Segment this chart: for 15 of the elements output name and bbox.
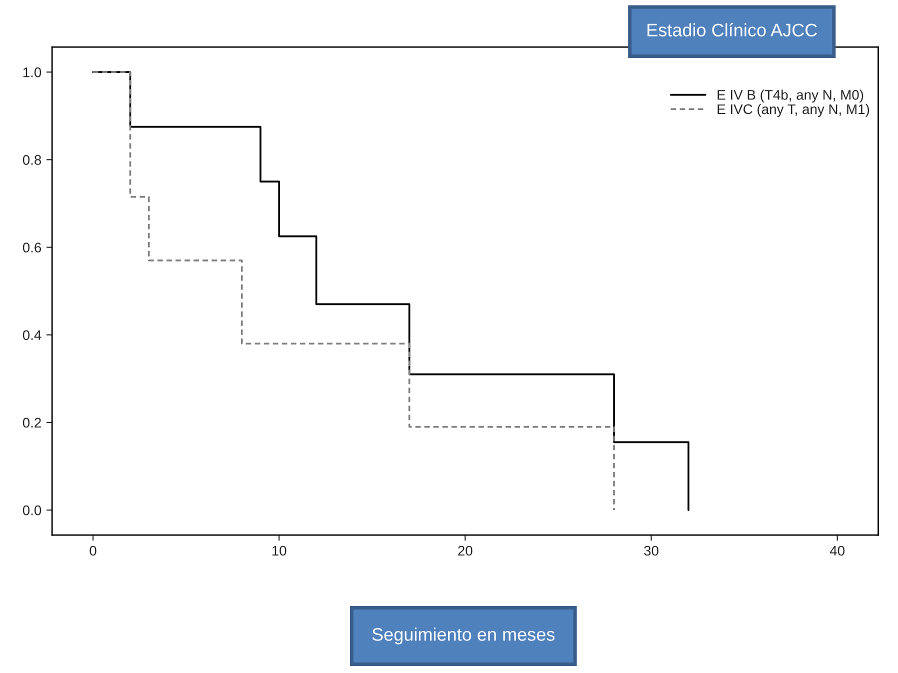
y-tick-label: 0.2: [22, 418, 41, 428]
y-tick-label: 0.4: [22, 330, 42, 340]
y-tick-label: 0.6: [22, 242, 42, 252]
legend-label: E IV B (T4b, any N, M0): [718, 90, 864, 103]
x-tick-label: 30: [644, 546, 658, 556]
x-tick-label: 20: [458, 546, 472, 556]
x-tick-label: 40: [830, 546, 844, 556]
legend-title: Estadio Clínico AJCC: [648, 23, 817, 36]
x-tick-label: 10: [272, 546, 286, 556]
x-tick-label: 0: [90, 546, 96, 556]
y-tick-label: 0.8: [22, 155, 42, 165]
y-tick-label: 0.0: [22, 505, 42, 516]
legend-label: E IVC (any T, any N, M1): [718, 104, 870, 117]
y-tick-label: 1.0: [23, 67, 42, 78]
x-axis-title: Seguimiento en meses: [372, 628, 555, 644]
